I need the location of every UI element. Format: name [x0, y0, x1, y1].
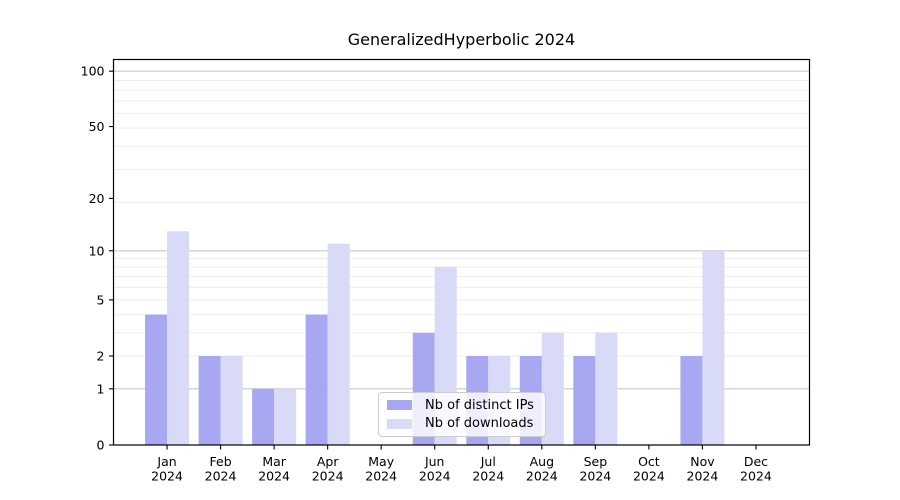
bar-downloads-mar: [274, 388, 297, 445]
x-tick-label-month: Jul: [480, 454, 496, 469]
legend-swatch-downloads: [387, 418, 412, 429]
x-tick-label-year: 2024: [419, 469, 451, 484]
bar-distinct-ips-sep: [573, 356, 596, 445]
bar-downloads-apr: [327, 243, 350, 445]
bar-distinct-ips-feb: [198, 356, 221, 445]
axes-spines: [112, 58, 811, 446]
bar-downloads-sep: [595, 332, 618, 445]
legend-swatch-distinct-ips: [387, 400, 412, 411]
y-tick-label: 0: [97, 438, 105, 453]
bar-downloads-feb: [220, 356, 243, 445]
legend: Nb of distinct IPs Nb of downloads: [378, 392, 546, 437]
x-tick-label-year: 2024: [687, 469, 719, 484]
bar-distinct-ips-apr: [305, 314, 328, 445]
chart-title: GeneralizedHyperbolic 2024: [347, 30, 576, 49]
legend-label-downloads: Nb of downloads: [425, 416, 534, 432]
x-tick-label-month: Feb: [210, 454, 232, 469]
legend-label-distinct-ips: Nb of distinct IPs: [425, 397, 534, 413]
y-tick-label: 50: [89, 119, 105, 134]
legend-item-distinct-ips: Nb of distinct IPs: [385, 397, 539, 414]
x-tick-label-month: Jan: [156, 454, 176, 469]
x-tick-label-month: Sep: [584, 454, 608, 469]
x-tick-label-month: Mar: [262, 454, 286, 469]
y-tick-label: 10: [89, 243, 105, 258]
x-tick-label-month: Jun: [424, 454, 445, 469]
x-tick-label-month: Oct: [638, 454, 660, 469]
x-tick-label-year: 2024: [472, 469, 504, 484]
x-tick-label-year: 2024: [205, 469, 237, 484]
bar-downloads-nov: [702, 250, 725, 445]
x-tick-label-year: 2024: [579, 469, 611, 484]
x-tick-label-month: Aug: [530, 454, 554, 469]
x-tick-label-year: 2024: [633, 469, 665, 484]
bar-downloads-aug: [541, 332, 564, 445]
x-tick-label-year: 2024: [312, 469, 344, 484]
y-tick-label: 2: [97, 349, 105, 364]
bar-distinct-ips-jan: [145, 314, 168, 445]
bar-downloads-jan: [167, 231, 190, 445]
x-tick-label-month: Apr: [317, 454, 339, 469]
x-tick-label-year: 2024: [526, 469, 558, 484]
x-tick-label-month: May: [368, 454, 394, 469]
x-tick-label-year: 2024: [258, 469, 290, 484]
legend-item-downloads: Nb of downloads: [385, 416, 539, 433]
y-tick-label: 1: [97, 381, 105, 396]
bar-distinct-ips-mar: [252, 388, 275, 445]
x-tick-label-year: 2024: [151, 469, 183, 484]
bar-distinct-ips-nov: [680, 356, 703, 445]
y-tick-label: 20: [89, 191, 105, 206]
x-tick-label-year: 2024: [365, 469, 397, 484]
y-tick-label: 5: [97, 292, 105, 307]
x-tick-label-year: 2024: [740, 469, 772, 484]
x-tick-label-month: Dec: [744, 454, 768, 469]
y-tick-label: 100: [81, 64, 105, 79]
x-tick-label-month: Nov: [690, 454, 715, 469]
